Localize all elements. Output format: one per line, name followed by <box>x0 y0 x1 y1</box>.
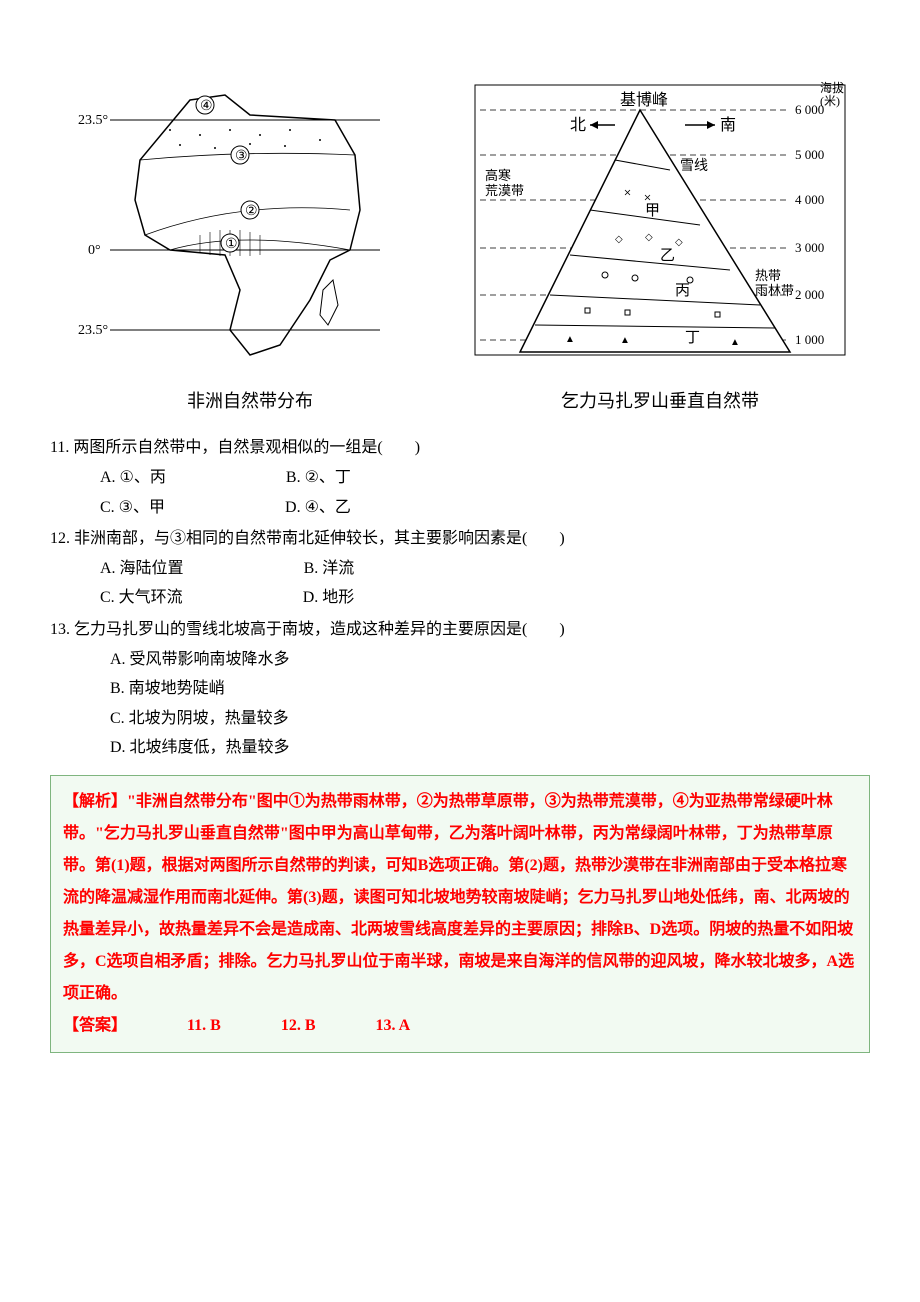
answer-11: 11. B <box>187 1010 221 1042</box>
q11-text: 11. 两图所示自然带中，自然景观相似的一组是( ) <box>50 435 870 461</box>
africa-svg: 23.5° 0° 23.5° <box>70 80 430 370</box>
q11-optC: C. ③、甲 <box>100 495 165 521</box>
q12-optC: C. 大气环流 <box>100 585 183 611</box>
svg-text:▲: ▲ <box>565 334 575 345</box>
q12-optD: D. 地形 <box>303 585 355 611</box>
analysis-content: "非洲自然带分布"图中①为热带雨林带，②为热带草原带，③为热带荒漠带，④为亚热带… <box>63 793 854 1002</box>
rainforest2: 雨林带 <box>755 283 794 298</box>
elev-6000: 6 000 <box>795 102 824 117</box>
africa-figure: 23.5° 0° 23.5° <box>70 80 430 379</box>
snowline-label: 雪线 <box>680 158 708 174</box>
figures-row: 23.5° 0° 23.5° <box>50 80 870 379</box>
q11-options-row1: A. ①、丙 B. ②、丁 <box>50 465 870 491</box>
elev-label: 海拔 <box>820 80 844 95</box>
elev-5000: 5 000 <box>795 147 824 162</box>
elev-3000: 3 000 <box>795 240 824 255</box>
north-label: 北 <box>570 116 586 134</box>
q13-optA: A. 受风带影响南坡降水多 <box>50 647 870 673</box>
q13-optD: D. 北坡纬度低，热量较多 <box>50 735 870 761</box>
q12-text: 12. 非洲南部，与③相同的自然带南北延伸较长，其主要影响因素是( ) <box>50 526 870 552</box>
south-label: 南 <box>720 116 736 134</box>
zone3-label: ③ <box>235 149 248 164</box>
africa-caption: 非洲自然带分布 <box>70 387 430 416</box>
zone-yi: 乙 <box>660 248 675 264</box>
elev-4000: 4 000 <box>795 192 824 207</box>
analysis-box: 【解析】"非洲自然带分布"图中①为热带雨林带，②为热带草原带，③为热带荒漠带，④… <box>50 775 870 1053</box>
q11-optB: B. ②、丁 <box>286 465 351 491</box>
mountain-svg: 海拔 (米) 6 000 5 000 4 000 3 000 2 000 1 0… <box>470 80 850 370</box>
analysis-body: 【解析】"非洲自然带分布"图中①为热带雨林带，②为热带草原带，③为热带荒漠带，④… <box>63 786 857 1010</box>
zone-top2: 荒漠带 <box>485 183 524 198</box>
answer-12: 12. B <box>281 1010 316 1042</box>
analysis-label: 【解析】 <box>63 793 127 810</box>
peak-label: 基博峰 <box>620 91 668 109</box>
zone-top1: 高寒 <box>485 168 511 183</box>
svg-text:◇: ◇ <box>675 237 683 248</box>
svg-text:▲: ▲ <box>730 337 740 348</box>
q12-options-row2: C. 大气环流 D. 地形 <box>50 585 870 611</box>
q12-options-row1: A. 海陆位置 B. 洋流 <box>50 556 870 582</box>
q12-optB: B. 洋流 <box>304 556 355 582</box>
q13-optB: B. 南坡地势陡峭 <box>50 676 870 702</box>
svg-text:◇: ◇ <box>645 232 653 243</box>
q13-text: 13. 乞力马扎罗山的雪线北坡高于南坡，造成这种差异的主要原因是( ) <box>50 617 870 643</box>
q11-optD: D. ④、乙 <box>285 495 351 521</box>
lat-bot: 23.5° <box>78 323 108 338</box>
svg-text:◇: ◇ <box>615 234 623 245</box>
answer-line: 【答案】 11. B 12. B 13. A <box>63 1010 857 1042</box>
rainforest1: 热带 <box>755 268 781 283</box>
q11-options-row2: C. ③、甲 D. ④、乙 <box>50 495 870 521</box>
lat-mid: 0° <box>88 243 101 258</box>
zone4-label: ④ <box>200 99 213 114</box>
elev-1000: 1 000 <box>795 332 824 347</box>
lat-top: 23.5° <box>78 113 108 128</box>
zone-ding: 丁 <box>685 330 700 346</box>
mountain-figure: 海拔 (米) 6 000 5 000 4 000 3 000 2 000 1 0… <box>470 80 850 379</box>
zone2-label: ② <box>245 204 258 219</box>
answer-13: 13. A <box>375 1010 410 1042</box>
svg-text:▲: ▲ <box>620 335 630 346</box>
elev-2000: 2 000 <box>795 287 824 302</box>
q13-optC: C. 北坡为阴坡，热量较多 <box>50 706 870 732</box>
answer-label: 【答案】 <box>63 1010 127 1042</box>
zone-bing: 丙 <box>675 283 690 299</box>
mountain-caption: 乞力马扎罗山垂直自然带 <box>470 387 850 416</box>
captions-row: 非洲自然带分布 乞力马扎罗山垂直自然带 <box>50 387 870 416</box>
q11-optA: A. ①、丙 <box>100 465 166 491</box>
zone1-label: ① <box>225 237 238 252</box>
q12-optA: A. 海陆位置 <box>100 556 184 582</box>
zone-jia: 甲 <box>645 203 660 219</box>
